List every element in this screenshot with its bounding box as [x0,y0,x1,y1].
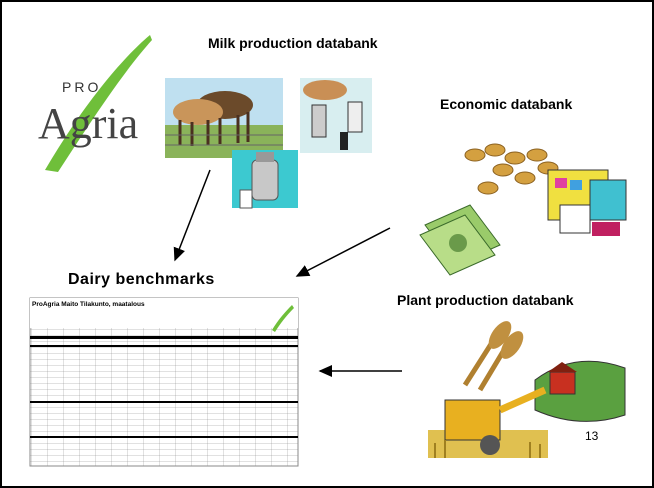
coins-clipart [464,143,559,195]
logo-main: Agria [38,99,138,148]
harvester-clipart [428,386,548,458]
logo-swoosh [45,35,152,172]
arrow [173,169,211,262]
cows-clipart [165,78,283,158]
logo: PRO Agria [38,35,152,172]
barn-clipart [534,360,626,422]
milk-can-clipart [232,150,298,209]
plant-title: Plant production databank [397,292,574,308]
economic-title: Economic databank [440,96,572,112]
page-number: 13 [585,429,599,443]
wheat-clipart [462,321,524,392]
arrow [295,227,391,277]
dairy-title: Dairy benchmarks [68,271,215,288]
finance-clipart [547,169,627,236]
milk-title: Milk production databank [208,35,378,51]
milking-clipart [300,78,372,153]
logo-top: PRO [62,79,101,95]
sheet-title: ProAgria Maito Tilakunto, maatalous [32,301,145,308]
money-clipart [419,204,501,276]
spreadsheet: ProAgria Maito Tilakunto, maatalous [29,297,299,467]
